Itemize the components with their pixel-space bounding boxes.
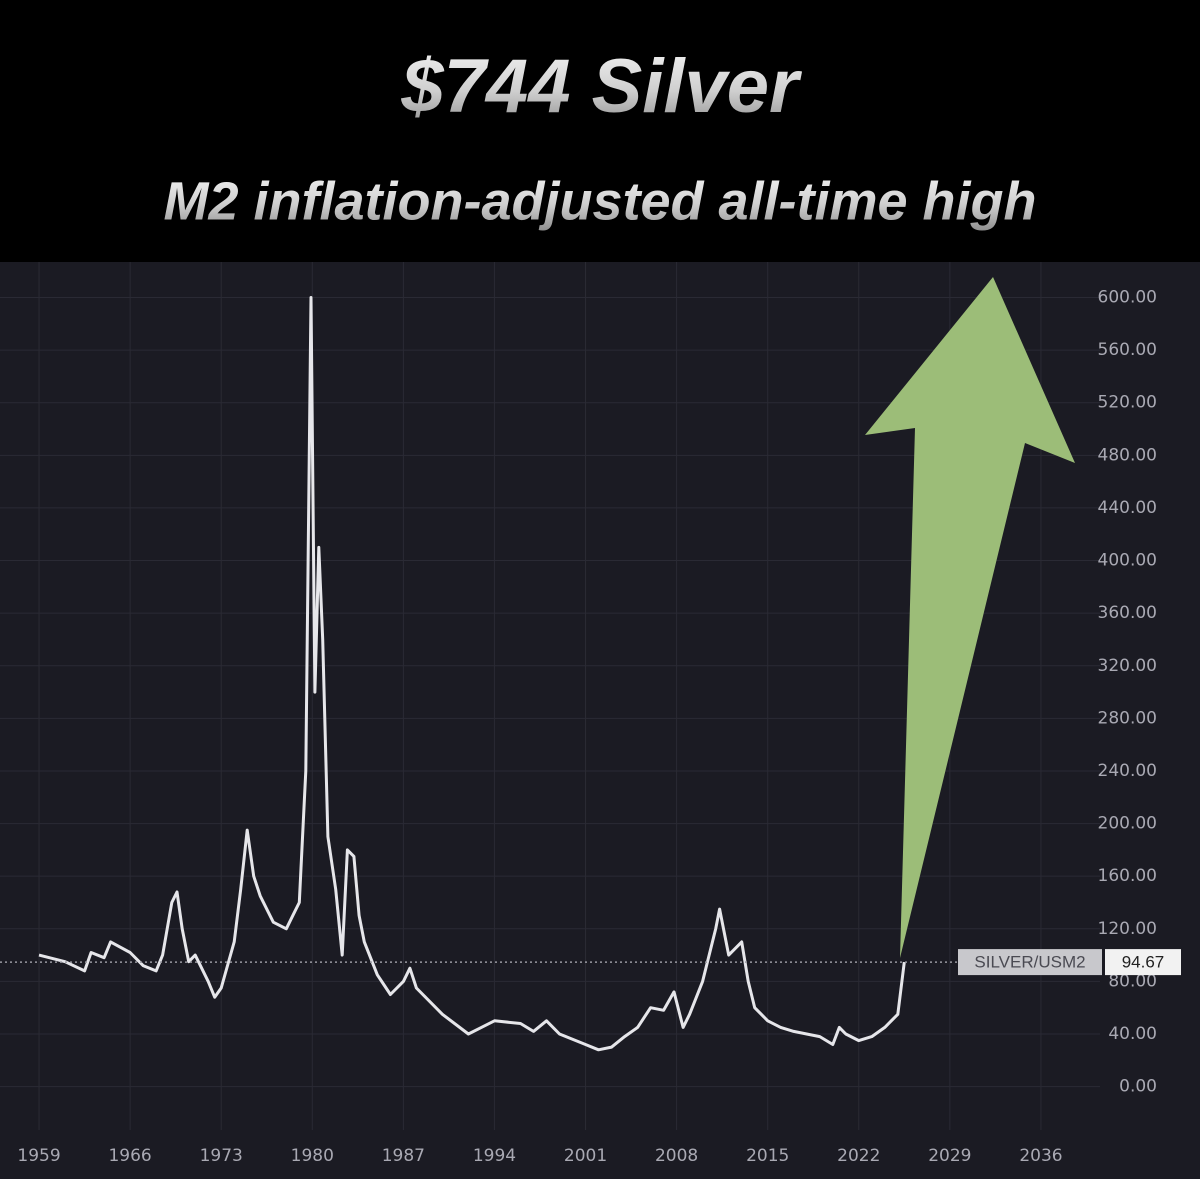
header-band <box>0 0 1200 262</box>
y-tick-label: 40.00 <box>1108 1024 1157 1044</box>
x-tick-label: 2001 <box>564 1146 607 1166</box>
y-tick-label: 360.00 <box>1098 603 1157 623</box>
chart-subtitle: M2 inflation-adjusted all-time high <box>163 171 1036 231</box>
current-value-box <box>1105 949 1181 976</box>
y-tick-label: 0.00 <box>1119 1077 1157 1097</box>
x-tick-label: 1959 <box>17 1146 60 1166</box>
y-tick-label: 160.00 <box>1098 866 1157 886</box>
price-line <box>38 296 906 1052</box>
current-value-label: 94.67 <box>1122 953 1165 972</box>
x-tick-label: 2015 <box>746 1146 789 1166</box>
series-label: SILVER/USM2 <box>974 953 1085 972</box>
y-tick-label: 280.00 <box>1098 708 1157 728</box>
y-tick-label: 400.00 <box>1098 551 1157 571</box>
y-tick-label: 200.00 <box>1098 814 1157 834</box>
x-tick-label: 1973 <box>200 1146 243 1166</box>
x-tick-label: 1966 <box>108 1146 151 1166</box>
up-arrow <box>865 277 1075 958</box>
y-tick-label: 120.00 <box>1098 919 1157 939</box>
y-tick-label: 600.00 <box>1098 288 1157 308</box>
y-tick-label: 560.00 <box>1098 340 1157 360</box>
x-tick-label: 2036 <box>1019 1146 1062 1166</box>
y-tick-label: 440.00 <box>1098 498 1157 518</box>
x-tick-label: 2029 <box>928 1146 971 1166</box>
y-tick-label: 240.00 <box>1098 761 1157 781</box>
x-tick-label: 2008 <box>655 1146 698 1166</box>
series-label-box <box>958 949 1102 976</box>
y-tick-label: 520.00 <box>1098 393 1157 413</box>
x-tick-label: 1987 <box>382 1146 425 1166</box>
y-tick-label: 320.00 <box>1098 656 1157 676</box>
x-tick-label: 1994 <box>473 1146 516 1166</box>
x-tick-label: 1980 <box>291 1146 334 1166</box>
x-tick-label: 2022 <box>837 1146 880 1166</box>
chart-title: $744 Silver <box>400 44 803 129</box>
y-tick-label: 80.00 <box>1108 971 1157 991</box>
y-tick-label: 480.00 <box>1098 445 1157 465</box>
